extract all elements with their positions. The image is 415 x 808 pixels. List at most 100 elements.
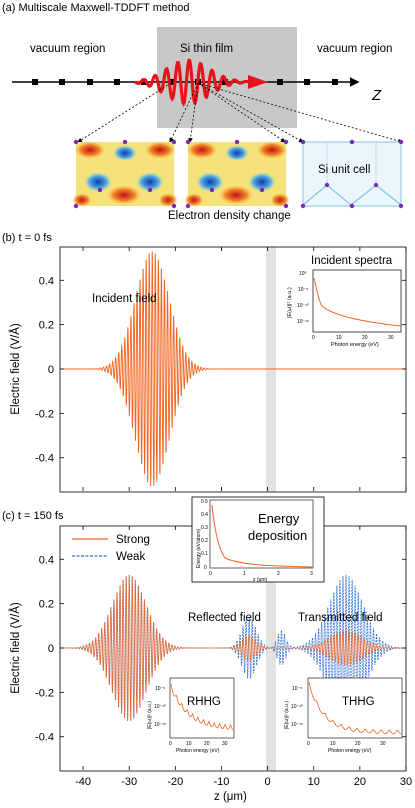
legend: Strong Weak bbox=[72, 534, 150, 563]
incident-field-line bbox=[60, 251, 406, 487]
panel-a-label: (a) Multiscale Maxwell-TDDFT method bbox=[2, 2, 189, 14]
energy-deposition-inset: Energy deposition Energy (eV/atom) 0.5 0… bbox=[191, 496, 325, 583]
atom-dot bbox=[324, 182, 330, 188]
energy-ytick: 0.2 bbox=[201, 538, 208, 544]
rhhg-ytick: 10⁻¹⁵ bbox=[154, 722, 166, 728]
atom-dot bbox=[398, 139, 404, 145]
rhhg-xtick: 0 bbox=[169, 741, 172, 747]
rhhg-ytick: 10⁻¹⁰ bbox=[154, 704, 166, 710]
energy-xtick: 1 bbox=[243, 571, 246, 577]
grid-point bbox=[87, 79, 93, 85]
atom-dot bbox=[398, 203, 404, 209]
film-label: Si thin film bbox=[180, 43, 233, 55]
inset-frame bbox=[312, 269, 402, 333]
panel-b-ylabel: Electric field (V/Å) bbox=[9, 323, 22, 415]
thhg-xtick: 10 bbox=[330, 741, 336, 747]
thhg-plot bbox=[307, 677, 403, 739]
panel-b-ytick-label: 0.2 bbox=[39, 320, 54, 332]
legend-strong-label: Strong bbox=[116, 534, 150, 546]
panel-c-xtick-label: -40 bbox=[75, 776, 91, 788]
energy-curve bbox=[211, 504, 313, 568]
atom-dot bbox=[300, 203, 306, 209]
panel-b-ytick-label: -0.4 bbox=[35, 453, 54, 465]
inset-title: Incident spectra bbox=[311, 255, 393, 267]
panel-c-xtick-label: -30 bbox=[121, 776, 137, 788]
thhg-xtick: 30 bbox=[380, 741, 386, 747]
inset-ytick: 10⁻¹⁰ bbox=[297, 303, 309, 309]
atom-dot bbox=[349, 203, 355, 209]
rhhg-inset: RHHG |E(ω)|² (a.u.) 10⁻⁵ 10⁻¹⁰ 10⁻¹⁵ 0 1… bbox=[147, 677, 235, 754]
rhhg-xtick: 20 bbox=[204, 741, 210, 747]
thhg-ytick: 10⁻¹⁵ bbox=[291, 722, 303, 728]
atom-dot bbox=[147, 187, 153, 193]
panel-c-ytick-label: 0.4 bbox=[39, 554, 54, 566]
panel-b-ytick-label: 0 bbox=[48, 364, 54, 376]
panel-c-xtick-label: -20 bbox=[167, 776, 183, 788]
panel-c-xtick-label: -10 bbox=[214, 776, 230, 788]
rhhg-plot bbox=[169, 677, 235, 739]
panel-c-ytick-label: -0.2 bbox=[35, 687, 54, 699]
panel-c: (c) t = 150 fs 0.4 0.2 0 -0.2 -0.4 Electric f… bbox=[2, 496, 412, 803]
panel-c-label: (c) t = 150 fs bbox=[2, 510, 64, 522]
rhhg-ytick: 10⁻⁵ bbox=[155, 686, 165, 692]
panel-b-ticks: 0.4 0.2 0 -0.2 -0.4 Electric field (V/Å) bbox=[9, 247, 407, 491]
energy-ytick: 0.3 bbox=[201, 525, 208, 531]
incident-field-label: Incident field bbox=[92, 293, 157, 305]
panel-b-ytick-label: -0.2 bbox=[35, 408, 54, 420]
atom-dot bbox=[73, 203, 79, 209]
transmitted-field-label: Transmitted field bbox=[298, 612, 383, 624]
thhg-xlabel: Photon energy (eV) bbox=[328, 748, 372, 754]
inset-ytick: 10⁻⁵ bbox=[298, 287, 308, 293]
inset-ytick: 10⁻¹⁵ bbox=[297, 319, 309, 325]
vacuum-left-label: vacuum region bbox=[30, 43, 105, 55]
unit-cell-label: Si unit cell bbox=[318, 164, 370, 176]
inset-xtick: 20 bbox=[362, 335, 368, 341]
panel-b-frame bbox=[59, 246, 407, 493]
grid-point bbox=[59, 79, 65, 85]
inset-ytick: 10⁰ bbox=[299, 271, 307, 277]
energy-inset-plot bbox=[209, 499, 314, 569]
inset-xtick: 30 bbox=[388, 335, 394, 341]
atom-dot bbox=[97, 187, 103, 193]
panel-c-xtick-label: 0 bbox=[265, 776, 271, 788]
x-axis-label: z (μm) bbox=[214, 791, 247, 803]
pulse-arrow-icon bbox=[248, 75, 268, 89]
thhg-ylabel: |E(ω)|² (a.u.) bbox=[284, 701, 290, 729]
panel-c-ytick-label: 0 bbox=[48, 643, 54, 655]
rhhg-curve bbox=[170, 683, 234, 730]
vacuum-right-label: vacuum region bbox=[317, 43, 392, 55]
grid-point bbox=[141, 79, 147, 85]
thhg-inset: THHG |E(ω)|² (a.u.) 10⁻⁵ 10⁻¹⁰ 10⁻¹⁵ 0 1… bbox=[284, 677, 403, 754]
panel-c-xtick-label: 20 bbox=[354, 776, 366, 788]
reflected-field-label: Reflected field bbox=[188, 612, 261, 624]
energy-title-2: deposition bbox=[248, 528, 307, 543]
grid-point bbox=[304, 79, 310, 85]
inset-xtick: 10 bbox=[336, 335, 342, 341]
thhg-ytick: 10⁻⁵ bbox=[292, 686, 302, 692]
z-axis-label: Z bbox=[371, 87, 382, 104]
rhhg-xlabel: Photon energy (eV) bbox=[176, 748, 220, 754]
panel-b: (b) t = 0 fs Incident field 0.4 0.2 0 -0.2 -… bbox=[2, 232, 407, 493]
panel-a: (a) Multiscale Maxwell-TDDFT method vacu… bbox=[2, 2, 404, 222]
atom-dot bbox=[283, 203, 289, 209]
energy-title-1: Energy bbox=[258, 511, 300, 526]
thhg-xtick: 0 bbox=[307, 741, 310, 747]
atom-dot bbox=[300, 139, 306, 145]
thhg-curve bbox=[308, 681, 402, 735]
mapping-arrow bbox=[169, 82, 199, 143]
mapping-arrow bbox=[197, 82, 304, 143]
strong-field-line bbox=[60, 574, 407, 721]
atom-dot bbox=[349, 139, 355, 145]
rhhg-ylabel: |E(ω)|² (a.u.) bbox=[147, 701, 153, 729]
panel-c-ytick-label: -0.4 bbox=[35, 732, 54, 744]
energy-ytick: 0 bbox=[204, 565, 207, 571]
density-map-1 bbox=[72, 141, 178, 207]
atom-dot bbox=[171, 139, 177, 145]
panel-b-ytick-label: 0.4 bbox=[39, 275, 54, 287]
mapping-arrow bbox=[197, 82, 286, 143]
atom-dot bbox=[73, 139, 79, 145]
panel-b-film bbox=[266, 247, 276, 492]
inset-ylabel: |E(ω)|² (a.u.) bbox=[287, 287, 293, 318]
atom-dot bbox=[234, 139, 240, 145]
